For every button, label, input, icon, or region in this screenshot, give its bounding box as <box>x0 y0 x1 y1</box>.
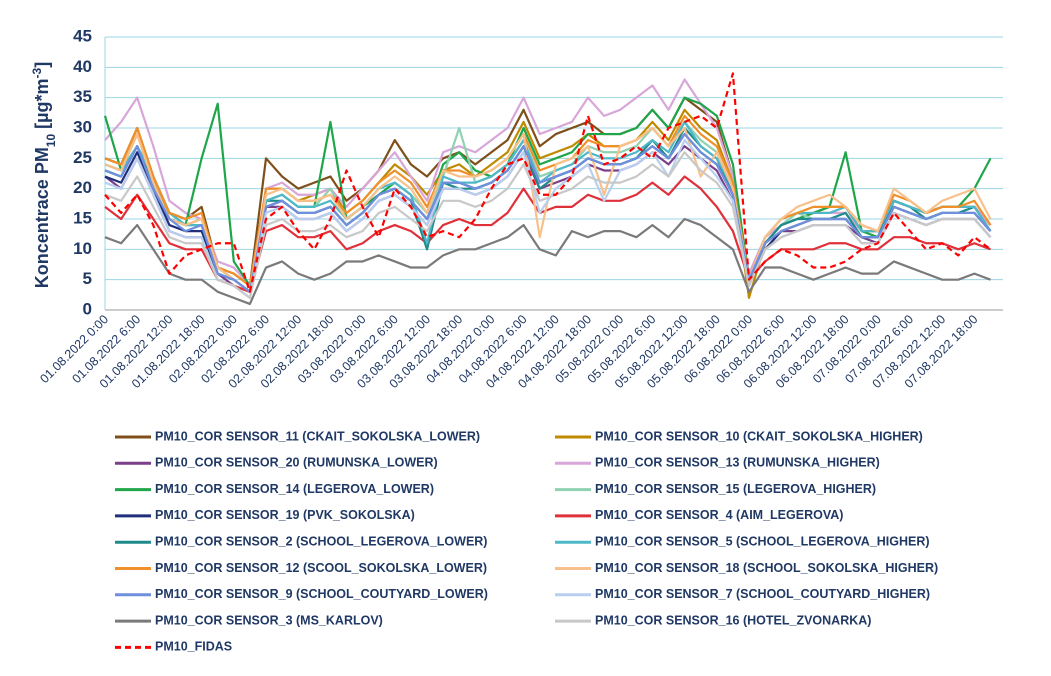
legend-label: PM10_FIDAS <box>155 640 232 654</box>
legend-label: PM10_COR SENSOR_13 (RUMUNSKA_HIGHER) <box>595 456 880 470</box>
legend-label: PM10_COR SENSOR_7 (SCHOOL_COUTYARD_HIGHE… <box>595 587 930 601</box>
y-title-sup: -3 <box>30 67 44 78</box>
legend-label: PM10_COR SENSOR_2 (SCHOOL_LEGEROVA_LOWER… <box>155 534 487 548</box>
legend-label: PM10_COR SENSOR_14 (LEGEROVA_LOWER) <box>155 482 434 496</box>
legend-label: PM10_COR SENSOR_19 (PVK_SOKOLSKA) <box>155 508 415 522</box>
legend-label: PM10_COR SENSOR_12 (SCOOL_SOKOLSKA_LOWER… <box>155 561 487 575</box>
y-tick-label: 0 <box>83 299 92 318</box>
legend-label: PM10_COR SENSOR_11 (CKAIT_SOKOLSKA_LOWER… <box>155 429 480 443</box>
y-title-part: [µg*m <box>32 78 52 133</box>
y-tick-label: 20 <box>73 178 92 197</box>
legend-label: PM10_COR SENSOR_10 (CKAIT_SOKOLSKA_HIGHE… <box>595 429 923 443</box>
legend-label: PM10_COR SENSOR_18 (SCHOOL_SOKOLSKA_HIGH… <box>595 561 938 575</box>
y-axis-title: Koncentrace PM10 [µg*m-3] <box>30 62 58 288</box>
y-tick-label: 45 <box>73 26 92 45</box>
y-title-part: ] <box>32 62 52 68</box>
legend-label: PM10_COR SENSOR_3 (MS_KARLOV) <box>155 613 383 627</box>
legend-label: PM10_COR SENSOR_20 (RUMUNSKA_LOWER) <box>155 456 438 470</box>
y-title-part: Koncentrace PM <box>32 147 52 288</box>
series-line <box>104 72 992 293</box>
y-tick-label: 10 <box>73 239 92 258</box>
legend-label: PM10_COR SENSOR_15 (LEGEROVA_HIGHER) <box>595 482 876 496</box>
legend-label: PM10_COR SENSOR_16 (HOTEL_ZVONARKA) <box>595 613 871 627</box>
series-line <box>104 151 992 299</box>
y-tick-label: 40 <box>73 57 92 76</box>
legend-label: PM10_COR SENSOR_5 (SCHOOL_LEGEROVA_HIGHE… <box>595 534 930 548</box>
y-title-sub: 10 <box>44 134 58 148</box>
y-tick-label: 25 <box>73 148 92 167</box>
y-tick-label: 35 <box>73 87 92 106</box>
series-line <box>104 217 991 306</box>
legend-label: PM10_COR SENSOR_9 (SCHOOL_COUTYARD_LOWER… <box>155 587 488 601</box>
y-tick-label: 5 <box>83 269 92 288</box>
y-tick-label: 15 <box>73 208 92 227</box>
y-tick-label: 30 <box>73 117 92 136</box>
legend-label: PM10_COR SENSOR_4 (AIM_LEGEROVA) <box>595 508 843 522</box>
